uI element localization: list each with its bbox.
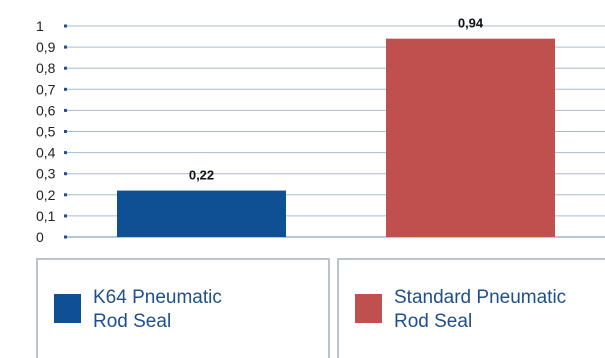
y-tick-mark <box>64 235 67 239</box>
bar <box>386 38 555 237</box>
y-tick-label: 0 <box>36 229 44 245</box>
legend-swatch-standard <box>355 294 382 323</box>
y-tick-mark <box>64 45 67 49</box>
y-tick-mark <box>64 87 67 91</box>
data-label: 0,94 <box>458 16 484 31</box>
y-tick-mark <box>64 172 67 176</box>
legend-entry-k64: K64 Pneumatic Rod Seal <box>36 258 330 358</box>
y-tick-label: 0,3 <box>36 166 56 182</box>
bar-chart: 0 0,1 0,2 0,3 0,4 0,5 0,6 0,7 0,8 0,9 1 0,22 0,94 <box>36 16 605 245</box>
data-label: 0,22 <box>189 168 214 183</box>
legend-label-k64-line2: Rod Seal <box>93 311 172 332</box>
y-axis: 0 0,1 0,2 0,3 0,4 0,5 0,6 0,7 0,8 0,9 1 <box>36 18 67 245</box>
y-tick-label: 0,5 <box>36 124 56 140</box>
legend-label-standard-line2: Rod Seal <box>394 311 473 332</box>
y-tick-label: 0,2 <box>36 187 56 203</box>
y-tick-mark <box>64 130 67 133</box>
legend-swatch-k64 <box>54 294 81 323</box>
y-tick-mark <box>64 193 67 197</box>
y-tick-label: 0,7 <box>36 81 56 97</box>
legend-label-k64-line1: K64 Pneumatic <box>93 287 222 308</box>
legend-label-standard: Standard Pneumatic Rod Seal <box>394 286 566 334</box>
y-tick-mark <box>64 151 67 155</box>
y-tick-label: 0,4 <box>36 145 56 161</box>
y-tick-mark <box>64 214 67 218</box>
legend-entry-standard: Standard Pneumatic Rod Seal <box>337 258 605 358</box>
y-tick-label: 1 <box>36 18 44 34</box>
y-tick-label: 0,6 <box>36 102 56 118</box>
y-tick-mark <box>64 24 67 28</box>
y-tick-label: 0,1 <box>36 208 56 224</box>
bars <box>117 38 555 237</box>
data-labels: 0,22 0,94 <box>189 16 484 183</box>
y-tick-label: 0,8 <box>36 60 56 76</box>
y-tick-label: 0,9 <box>36 39 56 55</box>
y-tick-mark <box>64 66 67 70</box>
bar <box>117 190 286 237</box>
legend-label-k64: K64 Pneumatic Rod Seal <box>93 286 222 334</box>
y-tick-mark <box>64 108 67 112</box>
legend-label-standard-line1: Standard Pneumatic <box>394 287 567 308</box>
